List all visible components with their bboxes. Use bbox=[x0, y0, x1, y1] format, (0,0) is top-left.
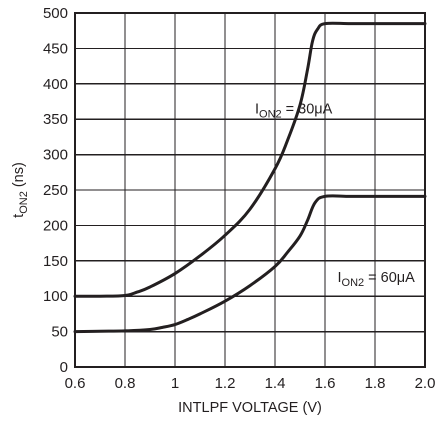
x-tick-label: 1 bbox=[171, 375, 179, 392]
grid bbox=[75, 13, 425, 367]
y-axis-label-subscript: ON2 bbox=[18, 191, 30, 214]
x-tick-label: 1.6 bbox=[315, 375, 336, 392]
series-label-suffix: = 30μA bbox=[282, 102, 333, 118]
series-group bbox=[73, 21, 427, 334]
series-label-subscript: ON2 bbox=[342, 277, 365, 289]
y-tick-label: 150 bbox=[43, 253, 68, 270]
x-tick-labels: 0.6 0.8 1 1.2 1.4 1.6 1.8 2.0 bbox=[65, 375, 435, 392]
x-tick-label: 1.8 bbox=[365, 375, 386, 392]
y-tick-label: 500 bbox=[43, 5, 68, 22]
series-line-0 bbox=[73, 21, 427, 298]
x-tick-label: 0.6 bbox=[65, 375, 86, 392]
y-tick-label: 250 bbox=[43, 182, 68, 199]
x-tick-label: 1.4 bbox=[265, 375, 286, 392]
plot-frame bbox=[74, 12, 426, 368]
series-label-suffix: = 60μA bbox=[364, 270, 415, 286]
x-axis-label: INTLPF VOLTAGE (V) bbox=[178, 400, 322, 416]
y-tick-label: 100 bbox=[43, 288, 68, 305]
series-label-1: ION2 = 60μA bbox=[338, 270, 416, 289]
series-label-0: ION2 = 30μA bbox=[255, 102, 333, 121]
x-tick-label: 1.2 bbox=[215, 375, 236, 392]
y-axis-label-main: t bbox=[11, 214, 27, 218]
y-tick-labels: 0 50 100 150 200 250 300 350 400 450 500 bbox=[43, 5, 68, 376]
x-tick-label: 2.0 bbox=[415, 375, 435, 392]
y-tick-label: 450 bbox=[43, 40, 68, 57]
series-label-subscript: ON2 bbox=[259, 109, 282, 121]
series-line-1 bbox=[73, 194, 427, 334]
y-tick-label: 0 bbox=[60, 359, 68, 376]
y-tick-label: 50 bbox=[51, 324, 68, 341]
x-tick-label: 0.8 bbox=[115, 375, 136, 392]
series-label-main: I bbox=[255, 102, 259, 118]
series-label-main: I bbox=[338, 270, 342, 286]
y-tick-label: 400 bbox=[43, 76, 68, 93]
y-axis-label: tON2 (ns) bbox=[11, 162, 30, 218]
y-axis-label-suffix: (ns) bbox=[11, 162, 27, 191]
y-tick-label: 300 bbox=[43, 147, 68, 164]
y-tick-label: 200 bbox=[43, 217, 68, 234]
y-tick-label: 350 bbox=[43, 111, 68, 128]
